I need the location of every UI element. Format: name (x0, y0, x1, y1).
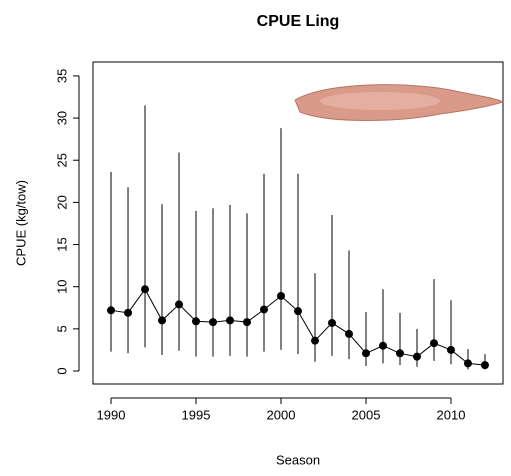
x-axis-label: Season (276, 452, 320, 467)
y-tick-label: 0 (54, 367, 69, 374)
y-tick-label: 10 (54, 279, 69, 293)
point (361, 349, 370, 358)
point (209, 318, 218, 327)
point (429, 339, 438, 348)
point (192, 317, 201, 326)
x-tick-label: 1995 (182, 407, 211, 422)
point (158, 316, 167, 325)
point (243, 318, 252, 327)
point (124, 308, 133, 317)
point (395, 349, 404, 358)
x-tick-label: 2010 (437, 407, 466, 422)
point (344, 329, 353, 338)
point (480, 361, 489, 370)
x-tick-label: 2005 (352, 407, 381, 422)
y-tick-label: 20 (54, 195, 69, 209)
y-tick-label: 15 (54, 237, 69, 251)
y-tick-label: 5 (54, 325, 69, 332)
y-tick-label: 35 (54, 69, 69, 83)
y-tick-label: 25 (54, 153, 69, 167)
fish-picture (294, 84, 505, 121)
point (446, 345, 455, 354)
x-tick-label: 1990 (97, 407, 126, 422)
y-tick-label: 30 (54, 111, 69, 125)
point (463, 359, 472, 368)
plot-frame (92, 61, 504, 385)
point (260, 305, 269, 314)
chart-title: CPUE Ling (257, 13, 340, 30)
point (141, 285, 150, 294)
x-tick-label: 2000 (267, 407, 296, 422)
y-axis-label: CPUE (kg/tow) (13, 180, 28, 266)
point (294, 307, 302, 316)
point (226, 316, 235, 325)
point (327, 318, 336, 327)
point (378, 341, 387, 350)
point (412, 352, 421, 361)
point (310, 336, 319, 345)
point (175, 300, 184, 309)
point (277, 291, 286, 300)
point (107, 306, 116, 315)
